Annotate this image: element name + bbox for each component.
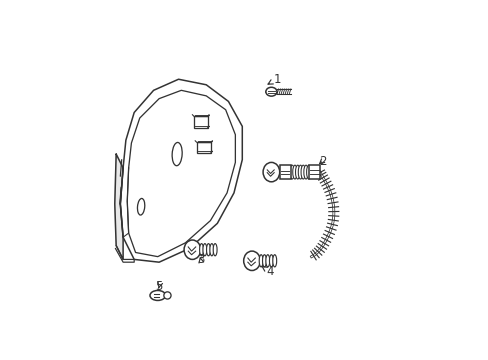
Ellipse shape [306,165,310,179]
Ellipse shape [206,244,210,256]
Polygon shape [193,116,207,128]
Ellipse shape [262,255,266,267]
Polygon shape [115,154,123,260]
Ellipse shape [301,165,305,179]
Ellipse shape [272,255,276,267]
Polygon shape [308,165,319,179]
Text: 4: 4 [262,265,273,278]
Text: 5: 5 [155,280,163,293]
Ellipse shape [199,244,203,256]
Ellipse shape [295,165,299,179]
Ellipse shape [269,255,273,267]
Text: 2: 2 [318,154,326,167]
Ellipse shape [292,165,297,179]
Ellipse shape [303,165,307,179]
Text: 1: 1 [267,73,280,86]
Ellipse shape [259,255,263,267]
Polygon shape [196,142,210,153]
Text: 3: 3 [197,253,204,266]
Polygon shape [120,79,242,262]
Ellipse shape [203,244,206,256]
Ellipse shape [150,291,165,301]
Ellipse shape [163,292,171,299]
Polygon shape [279,165,290,179]
Ellipse shape [263,162,279,182]
Ellipse shape [243,251,260,270]
Ellipse shape [265,255,269,267]
Ellipse shape [298,165,302,179]
Ellipse shape [213,244,217,256]
Ellipse shape [265,87,276,96]
Ellipse shape [209,244,213,256]
Ellipse shape [183,240,200,260]
Ellipse shape [289,165,294,179]
